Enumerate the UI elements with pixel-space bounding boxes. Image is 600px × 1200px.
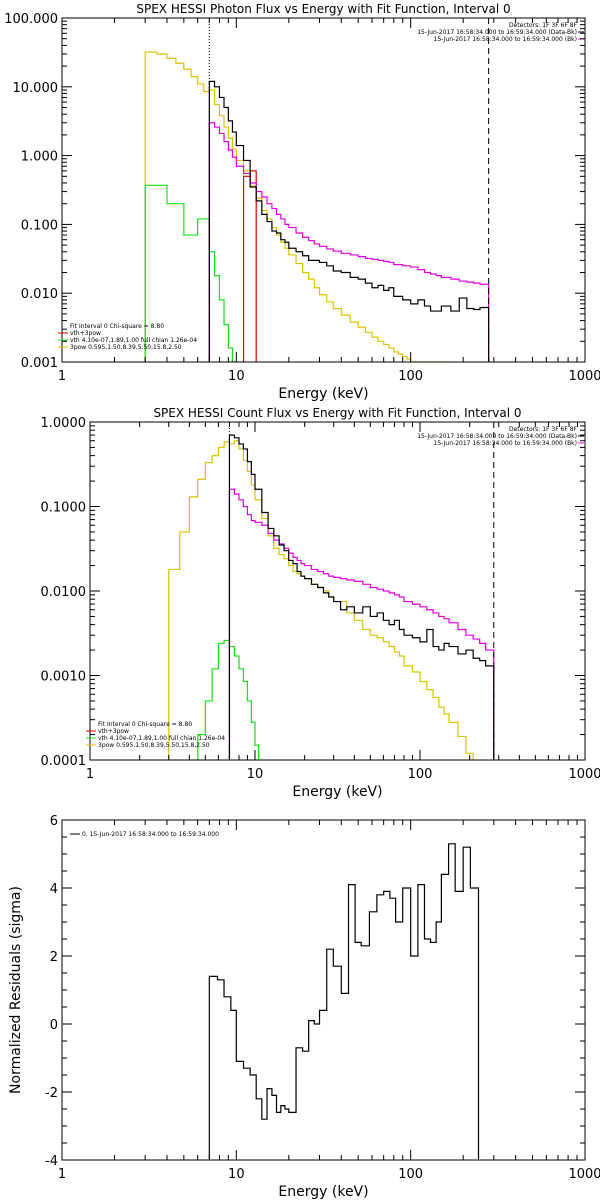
x-tick-label: 100 [398, 369, 423, 384]
series-group [208, 843, 480, 1160]
plot-frame [61, 17, 586, 363]
x-axis-label: Energy (keV) [278, 386, 368, 402]
x-tick-label: 100 [408, 767, 433, 782]
y-tick-label: 10.000 [13, 81, 59, 96]
x-axis-label: Energy (keV) [292, 784, 382, 800]
plot-frame [61, 819, 586, 1161]
y-axis-label: Normalized Residuals (sigma) [8, 886, 24, 1094]
series-line-1 [197, 639, 260, 760]
x-tick-label: 1000 [568, 767, 600, 782]
x-tick-label: 10 [247, 767, 264, 782]
x-tick-label: 1000 [568, 369, 600, 384]
series-line-0 [168, 440, 474, 760]
series-group [168, 434, 495, 760]
header-line: Detectors: 1F 3F 6F 8F [509, 426, 578, 433]
x-tick-label: 10 [228, 1167, 245, 1182]
x-tick-label: 1000 [568, 1167, 600, 1182]
chart-title: SPEX HESSI Photon Flux vs Energy with Fi… [136, 2, 510, 16]
x-tick-label: 10 [228, 369, 245, 384]
y-tick-label: 6 [50, 814, 58, 829]
y-tick-label: -4 [45, 1154, 58, 1169]
chart-title: SPEX HESSI Count Flux vs Energy with Fit… [153, 406, 521, 420]
y-tick-label: 0.010 [21, 287, 58, 302]
y-tick-label: 0.0010 [41, 670, 87, 685]
header-line: Detectors: 1F 3F 6F 8F [509, 22, 578, 29]
series-line-3 [208, 122, 490, 362]
y-tick-label: 1.0000 [41, 416, 87, 431]
series-line-3 [228, 434, 495, 760]
series-line-2 [228, 488, 495, 760]
header-line: 15-Jun-2017 16:58:34.000 to 16:59:34.000… [434, 36, 577, 43]
legend-entry: vth 4.10e-07,1.89,1.00 full chian 1.26e-… [70, 337, 197, 344]
y-tick-label: 0 [50, 1018, 58, 1033]
legend-entry: 0. 15-Jun-2017 16:58:34.000 to 16:59:34.… [82, 831, 219, 838]
y-tick-label: 0.0001 [41, 754, 87, 769]
legend-entry: vth+3pow [98, 728, 129, 735]
legend-entry: Fit Interval 0 Chi-square = 8.80 [98, 721, 192, 728]
y-tick-label: 0.0100 [41, 585, 87, 600]
legend-entry: Fit Interval 0 Chi-square = 8.80 [70, 323, 164, 330]
y-tick-label: 2 [50, 950, 58, 965]
series-line-2 [242, 170, 257, 362]
x-tick-label: 1 [58, 1167, 66, 1182]
y-tick-label: 0.100 [21, 218, 58, 233]
y-tick-label: 0.1000 [41, 501, 87, 516]
y-tick-label: -2 [45, 1086, 58, 1101]
series-line-1 [144, 184, 241, 362]
series-line-4 [208, 80, 490, 362]
legend-entry: vth 4.10e-07,1.89,1.00 full chian 1.26e-… [98, 735, 225, 742]
series-group [144, 51, 490, 362]
legend-entry: vth+3pow [70, 330, 101, 337]
y-tick-label: 100.000 [4, 12, 58, 27]
x-tick-label: 1 [86, 767, 94, 782]
legend-entry: 3pow 0.595,1.50,8.39,5.50,15.8,2.50 [70, 344, 182, 351]
header-line: 15-Jun-2017 16:58:34.000 to 16:59:34.000… [434, 440, 577, 447]
x-tick-label: 100 [398, 1167, 423, 1182]
series-line-0 [144, 51, 451, 362]
y-tick-label: 1.000 [21, 150, 58, 165]
series-line-0 [208, 843, 480, 1160]
y-tick-label: 4 [50, 882, 58, 897]
x-tick-label: 1 [58, 369, 66, 384]
header-line: 15-Jun-2017 16:58:34.000 to 16:59:34.000… [417, 433, 577, 440]
legend-entry: 3pow 0.595,1.50,8.39,5.50,15.8,2.50 [98, 742, 210, 749]
header-line: 15-Jun-2017 16:58:34.000 to 16:59:34.000… [417, 29, 577, 36]
plot-frame [89, 421, 586, 761]
x-axis-label: Energy (keV) [278, 1184, 368, 1200]
y-tick-label: 0.001 [21, 356, 58, 371]
